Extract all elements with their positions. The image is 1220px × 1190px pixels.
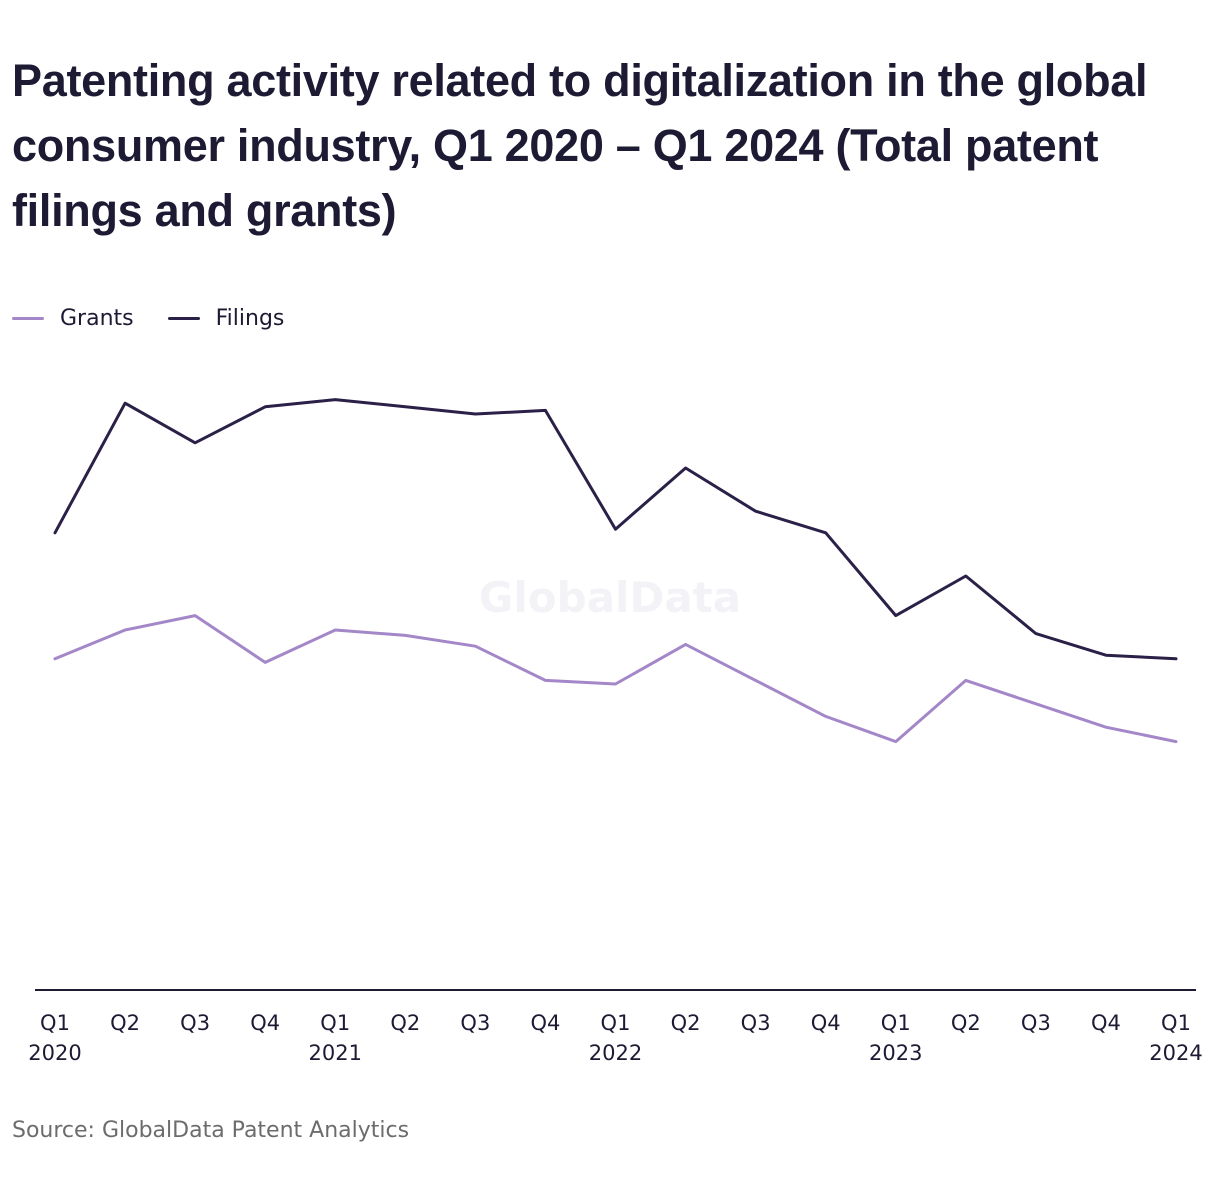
x-tick-label: Q1 [1161,1011,1191,1035]
legend-label-grants: Grants [60,306,134,331]
chart-title: Patenting activity related to digitaliza… [12,55,1148,236]
x-tick-label: Q2 [390,1011,420,1035]
x-tick-year-label: 2023 [869,1041,922,1065]
source-note: Source: GlobalData Patent Analytics [12,1118,410,1143]
legend-item-grants: Grants [12,306,134,331]
line-chart: GlobalData Q1 2020 Q2 Q3 Q4 Q1 2021 Q2 Q3 Q4 Q1 2022… [28,398,1203,1065]
x-tick-year-label: 2021 [309,1041,362,1065]
x-tick-label: Q3 [1021,1011,1051,1035]
x-tick-label: Q1 [881,1011,911,1035]
x-tick-label: Q3 [180,1011,210,1035]
legend: Grants Filings [12,306,318,331]
x-tick-label: Q4 [1091,1011,1121,1035]
x-tick-label: Q3 [460,1011,490,1035]
legend-label-filings: Filings [215,306,285,331]
x-tick-year-label: 2022 [589,1041,642,1065]
x-tick-label: Q4 [530,1011,560,1035]
series-line-filings [53,398,1178,661]
legend-swatch-grants [12,317,44,320]
x-tick-label: Q3 [741,1011,771,1035]
x-tick-label: Q2 [951,1011,981,1035]
x-tick-label: Q4 [811,1011,841,1035]
x-tick-label: Q4 [250,1011,280,1035]
x-tick-label: Q1 [320,1011,350,1035]
series-line-grants [53,614,1178,744]
x-tick-label: Q2 [110,1011,140,1035]
x-tick-label: Q1 [601,1011,631,1035]
x-tick-label: Q2 [671,1011,701,1035]
legend-item-filings: Filings [167,306,285,331]
legend-swatch-filings [167,317,200,320]
watermark: GlobalData [479,573,741,622]
x-tick-year-label: 2020 [28,1041,81,1065]
x-tick-label: Q1 [40,1011,70,1035]
x-tick-year-label: 2024 [1149,1041,1202,1065]
